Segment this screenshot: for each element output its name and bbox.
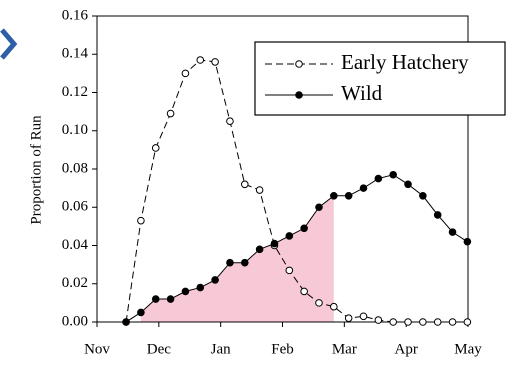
point bbox=[359, 184, 368, 192]
point bbox=[270, 239, 279, 248]
point bbox=[315, 203, 323, 212]
point bbox=[285, 232, 294, 240]
point bbox=[330, 302, 338, 311]
y-axis-label: Proportion of Run bbox=[28, 115, 44, 225]
y-tick-label: 0.10 bbox=[62, 122, 88, 138]
y-tick-label: 0.12 bbox=[62, 84, 88, 100]
legend-box bbox=[254, 41, 506, 116]
point bbox=[196, 283, 205, 292]
y-tick-label: 0.00 bbox=[62, 313, 88, 329]
point bbox=[448, 318, 457, 326]
y-tick-label: 0.08 bbox=[62, 160, 88, 176]
y-tick-label: 0.02 bbox=[62, 275, 88, 291]
shaded-area bbox=[140, 195, 334, 322]
point bbox=[389, 318, 397, 326]
y-tick-label: 0.14 bbox=[62, 46, 89, 62]
point bbox=[211, 58, 219, 66]
point bbox=[374, 316, 383, 324]
x-tick-label: Feb bbox=[271, 341, 294, 357]
legend-label: Wild bbox=[341, 81, 383, 105]
point bbox=[196, 56, 205, 64]
point bbox=[374, 174, 383, 183]
x-tick-label: Mar bbox=[332, 341, 357, 357]
arrow-fragment bbox=[0, 28, 18, 60]
legend-marker bbox=[295, 91, 303, 99]
point bbox=[344, 314, 353, 322]
point bbox=[255, 245, 264, 254]
point bbox=[181, 69, 190, 78]
point bbox=[285, 266, 294, 275]
point bbox=[151, 295, 160, 303]
y-tick-label: 0.04 bbox=[62, 237, 89, 253]
point bbox=[419, 318, 427, 326]
point bbox=[226, 117, 234, 125]
point bbox=[166, 109, 175, 118]
point bbox=[404, 180, 412, 189]
point bbox=[315, 299, 323, 307]
point bbox=[240, 258, 249, 267]
point bbox=[389, 170, 397, 179]
legend-label: Early Hatchery bbox=[341, 50, 469, 74]
y-tick-label: 0.06 bbox=[62, 199, 89, 215]
point bbox=[433, 318, 442, 326]
point bbox=[211, 276, 219, 284]
x-tick-label: Apr bbox=[395, 341, 418, 357]
point bbox=[419, 191, 427, 200]
point bbox=[448, 228, 457, 236]
point bbox=[151, 144, 160, 152]
x-tick-label: Dec bbox=[147, 341, 171, 357]
x-tick-label: May bbox=[454, 341, 482, 357]
point bbox=[137, 308, 145, 317]
x-tick-label: Jan bbox=[211, 341, 231, 357]
point bbox=[359, 312, 368, 321]
point bbox=[122, 318, 130, 326]
point bbox=[240, 180, 249, 189]
point bbox=[330, 191, 338, 200]
x-tick-label: Nov bbox=[84, 341, 110, 357]
point bbox=[433, 211, 442, 219]
legend-marker bbox=[295, 60, 303, 68]
point bbox=[463, 318, 472, 326]
point bbox=[404, 318, 412, 326]
point bbox=[344, 191, 353, 200]
point bbox=[300, 287, 308, 296]
point bbox=[181, 287, 190, 296]
point bbox=[463, 237, 472, 246]
point bbox=[226, 258, 234, 267]
point bbox=[166, 295, 175, 303]
point bbox=[300, 224, 308, 233]
point bbox=[137, 216, 145, 225]
y-tick-label: 0.16 bbox=[62, 7, 89, 23]
point bbox=[255, 186, 264, 194]
